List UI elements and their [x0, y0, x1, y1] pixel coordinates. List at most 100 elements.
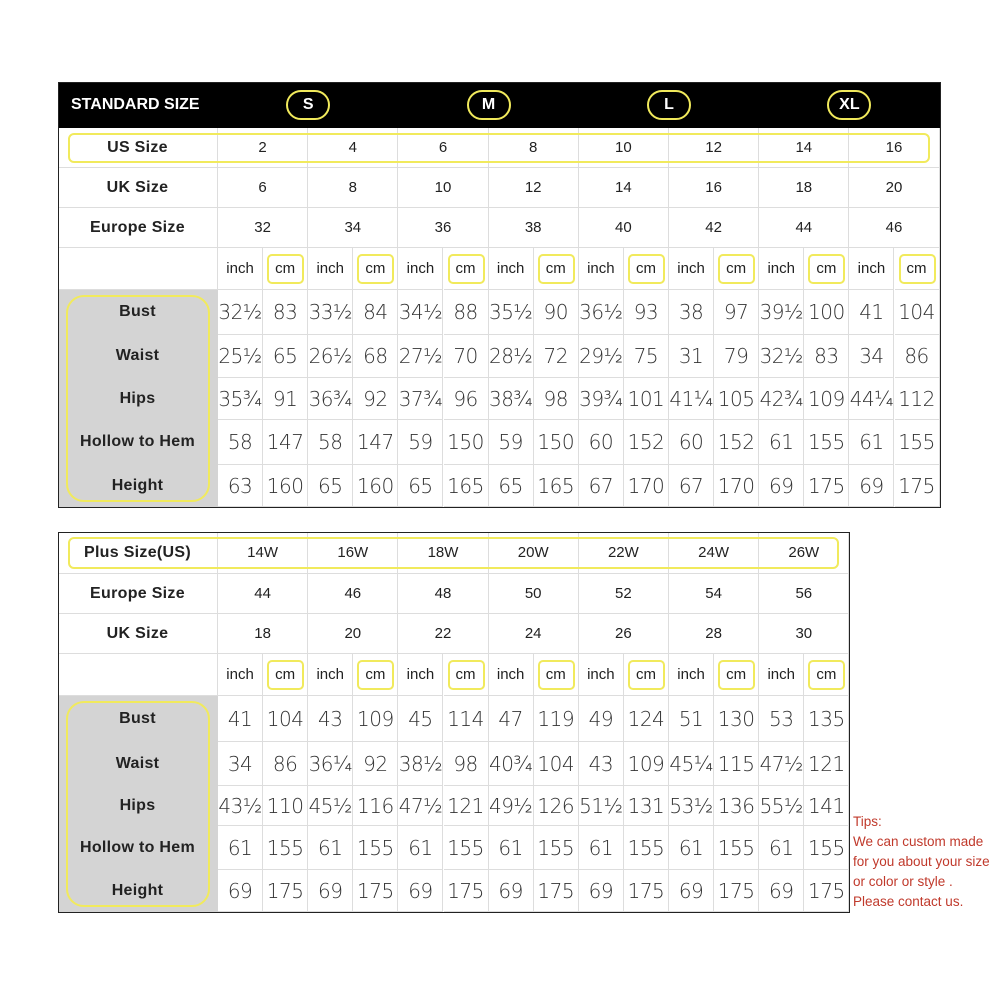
size-cell: 16: [669, 168, 760, 208]
measurement-cell: 175: [443, 870, 489, 912]
measurement-label: Hollow to Hem: [58, 826, 218, 870]
measurement-label: Hips: [58, 786, 218, 826]
measurement-cell: 115: [714, 742, 760, 786]
size-cell: 14W: [218, 532, 309, 574]
measurement-cell: 43: [578, 742, 624, 786]
measurement-cell: 97: [714, 290, 760, 335]
measurement-cell: 32½: [759, 335, 805, 378]
size-cell: 34: [308, 208, 399, 248]
measurement-cell: 135: [804, 696, 850, 742]
measurement-cell: 38½: [398, 742, 444, 786]
measurement-label: Waist: [58, 335, 218, 378]
measurement-cell: 155: [623, 826, 669, 870]
unit-cell: cm: [714, 248, 760, 290]
size-cell: 38: [488, 208, 579, 248]
measurement-cell: 69: [488, 870, 534, 912]
measurement-cell: 86: [894, 335, 940, 378]
size-cell: 2: [218, 128, 309, 168]
size-group-m: M: [466, 90, 511, 120]
measurement-cell: 44¼: [849, 378, 895, 420]
tips-line: We can custom made: [853, 834, 984, 849]
row-label: Europe Size: [58, 574, 218, 614]
measurement-cell: 41: [849, 290, 895, 335]
measurement-cell: 51½: [578, 786, 624, 826]
measurement-cell: 68: [353, 335, 399, 378]
size-cell: 18: [759, 168, 850, 208]
measurement-cell: 170: [714, 465, 760, 507]
size-cell: 28: [669, 614, 760, 654]
size-cell: 12: [669, 128, 760, 168]
measurement-cell: 110: [263, 786, 309, 826]
measurement-cell: 45½: [308, 786, 354, 826]
tips-line: for you about your size: [853, 854, 990, 869]
unit-cell: cm: [443, 654, 489, 696]
measurement-cell: 116: [353, 786, 399, 826]
size-cell: 22: [398, 614, 489, 654]
unit-cell: cm: [353, 248, 399, 290]
measurement-cell: 155: [533, 826, 579, 870]
measurement-cell: 155: [714, 826, 760, 870]
measurement-cell: 49½: [488, 786, 534, 826]
measurement-cell: 72: [533, 335, 579, 378]
unit-cell: inch: [308, 248, 354, 290]
size-cell: 48: [398, 574, 489, 614]
unit-cell: inch: [759, 654, 805, 696]
unit-cell: cm: [894, 248, 940, 290]
measurement-cell: 34: [218, 742, 264, 786]
measurement-cell: 69: [398, 870, 444, 912]
measurement-cell: 31: [669, 335, 715, 378]
unit-cell: inch: [218, 654, 264, 696]
measurement-cell: 60: [578, 420, 624, 465]
unit-cell: inch: [849, 248, 895, 290]
measurement-cell: 155: [353, 826, 399, 870]
unit-cell: inch: [669, 654, 715, 696]
measurement-cell: 109: [353, 696, 399, 742]
measurement-cell: 126: [533, 786, 579, 826]
measurement-cell: 27½: [398, 335, 444, 378]
measurement-cell: 43½: [218, 786, 264, 826]
size-cell: 18W: [398, 532, 489, 574]
size-group-s: S: [286, 90, 331, 120]
unit-cell: cm: [623, 248, 669, 290]
measurement-cell: 119: [533, 696, 579, 742]
row-label: Europe Size: [58, 208, 218, 248]
size-cell: 4: [308, 128, 399, 168]
measurement-cell: 38: [669, 290, 715, 335]
measurement-cell: 53: [759, 696, 805, 742]
measurement-cell: 36½: [578, 290, 624, 335]
measurement-cell: 39¾: [578, 378, 624, 420]
size-cell: 22W: [578, 532, 669, 574]
unit-cell: inch: [578, 248, 624, 290]
measurement-cell: 35¾: [218, 378, 264, 420]
size-group-xl: XL: [827, 90, 872, 120]
measurement-cell: 38¾: [488, 378, 534, 420]
measurement-cell: 150: [533, 420, 579, 465]
measurement-cell: 69: [759, 870, 805, 912]
measurement-cell: 53½: [669, 786, 715, 826]
measurement-cell: 96: [443, 378, 489, 420]
measurement-cell: 26½: [308, 335, 354, 378]
measurement-cell: 83: [263, 290, 309, 335]
measurement-cell: 41: [218, 696, 264, 742]
measurement-cell: 121: [443, 786, 489, 826]
standard-size-table: [58, 82, 941, 508]
row-label: US Size: [58, 128, 218, 168]
size-cell: 10: [578, 128, 669, 168]
measurement-cell: 61: [759, 420, 805, 465]
measurement-cell: 175: [533, 870, 579, 912]
measurement-cell: 45¼: [669, 742, 715, 786]
size-cell: 46: [308, 574, 399, 614]
measurement-cell: 152: [714, 420, 760, 465]
measurement-cell: 175: [263, 870, 309, 912]
measurement-cell: 65: [398, 465, 444, 507]
measurement-cell: 155: [894, 420, 940, 465]
measurement-cell: 60: [669, 420, 715, 465]
measurement-cell: 39½: [759, 290, 805, 335]
measurement-cell: 155: [443, 826, 489, 870]
measurement-cell: 165: [533, 465, 579, 507]
measurement-cell: 69: [308, 870, 354, 912]
measurement-cell: 175: [804, 870, 850, 912]
measurement-cell: 40¾: [488, 742, 534, 786]
unit-cell: cm: [804, 248, 850, 290]
measurement-cell: 33½: [308, 290, 354, 335]
